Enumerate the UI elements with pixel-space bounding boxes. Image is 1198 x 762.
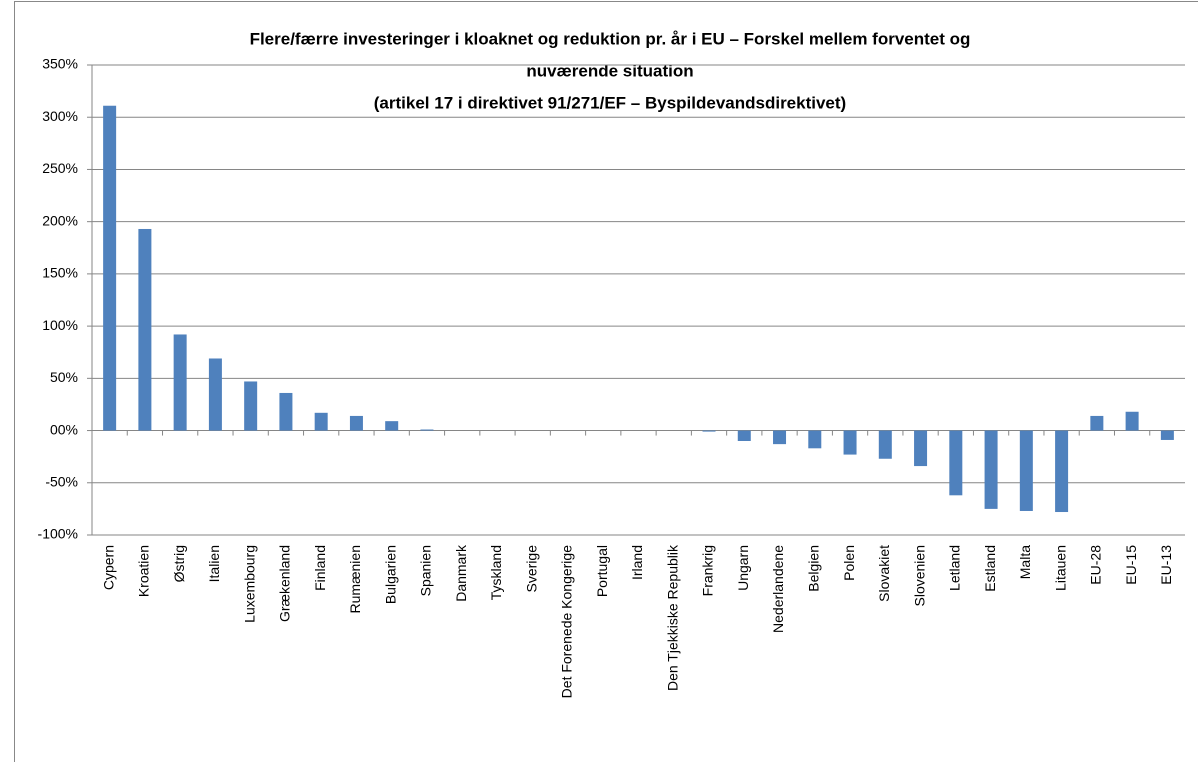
x-tick-label: EU-28: [1088, 545, 1104, 585]
bar: [385, 421, 399, 431]
y-tick-label: 150%: [42, 265, 78, 281]
x-tick-label: Nederlandene: [770, 545, 786, 633]
x-tick-label: Finland: [312, 545, 328, 591]
x-tick-label: Estland: [982, 545, 998, 592]
x-tick-label: Sverige: [523, 545, 539, 593]
y-tick-label: 300%: [42, 108, 78, 124]
x-tick-label: Slovakiet: [876, 545, 892, 602]
x-tick-label: Litauen: [1052, 545, 1068, 591]
x-tick-label: Slovenien: [911, 545, 927, 607]
bar: [420, 429, 434, 431]
bar: [843, 430, 857, 455]
bar: [208, 358, 222, 431]
bar: [1160, 430, 1174, 440]
x-tick-label: EU-13: [1158, 545, 1174, 585]
bar: [244, 381, 258, 431]
bar: [1090, 415, 1104, 431]
bar: [878, 430, 892, 459]
bar: [279, 392, 293, 431]
x-tick-label: EU-15: [1123, 545, 1139, 585]
x-tick-label: Cypern: [100, 545, 116, 590]
x-tick-label: Italien: [206, 545, 222, 582]
bar: [1125, 411, 1139, 431]
x-tick-label: Polen: [841, 545, 857, 581]
bar: [314, 412, 328, 431]
chart-title: nuværende situation: [526, 61, 693, 80]
x-tick-label: Irland: [629, 545, 645, 580]
x-tick-label: Spanien: [418, 545, 434, 596]
y-tick-label: 200%: [42, 212, 78, 228]
bar: [737, 430, 751, 441]
x-tick-label: Kroatien: [136, 545, 152, 597]
bar: [173, 334, 187, 431]
bar: [702, 430, 716, 432]
bar: [773, 430, 787, 445]
bar: [1055, 430, 1069, 513]
bar: [914, 430, 928, 467]
x-tick-label: Den Tjekkiske Republik: [664, 544, 680, 691]
x-tick-label: Rumænien: [347, 545, 363, 613]
chart-title: Flere/færre investeringer i kloaknet og …: [250, 29, 971, 48]
x-tick-label: Luxembourg: [241, 545, 257, 623]
bar: [103, 105, 117, 431]
x-tick-label: Danmark: [453, 544, 469, 602]
x-tick-label: Frankrig: [700, 545, 716, 596]
bar: [949, 430, 963, 496]
x-tick-label: Ungarn: [735, 545, 751, 591]
bar: [1019, 430, 1033, 511]
bar: [984, 430, 998, 509]
bar: [349, 415, 363, 431]
y-tick-label: 250%: [42, 160, 78, 176]
y-tick-label: 00%: [50, 421, 78, 437]
y-tick-label: -50%: [45, 473, 78, 489]
y-tick-label: 100%: [42, 317, 78, 333]
y-tick-label: -100%: [38, 526, 78, 542]
x-tick-label: Bulgarien: [382, 545, 398, 604]
x-tick-label: Belgien: [805, 545, 821, 592]
x-tick-label: Portugal: [594, 545, 610, 597]
y-tick-label: 350%: [42, 56, 78, 72]
bar: [808, 430, 822, 449]
x-tick-label: Letland: [947, 545, 963, 591]
chart-border: [14, 1, 1198, 762]
x-tick-label: Grækenland: [277, 545, 293, 622]
x-tick-label: Østrig: [171, 545, 187, 582]
bar: [138, 228, 152, 431]
chart-title: (artikel 17 i direktivet 91/271/EF – Bys…: [374, 93, 846, 112]
x-tick-label: Tyskland: [488, 545, 504, 600]
x-tick-label: Malta: [1017, 545, 1033, 579]
x-tick-label: Det Forenede Kongerige: [559, 545, 575, 699]
y-tick-label: 50%: [50, 369, 78, 385]
